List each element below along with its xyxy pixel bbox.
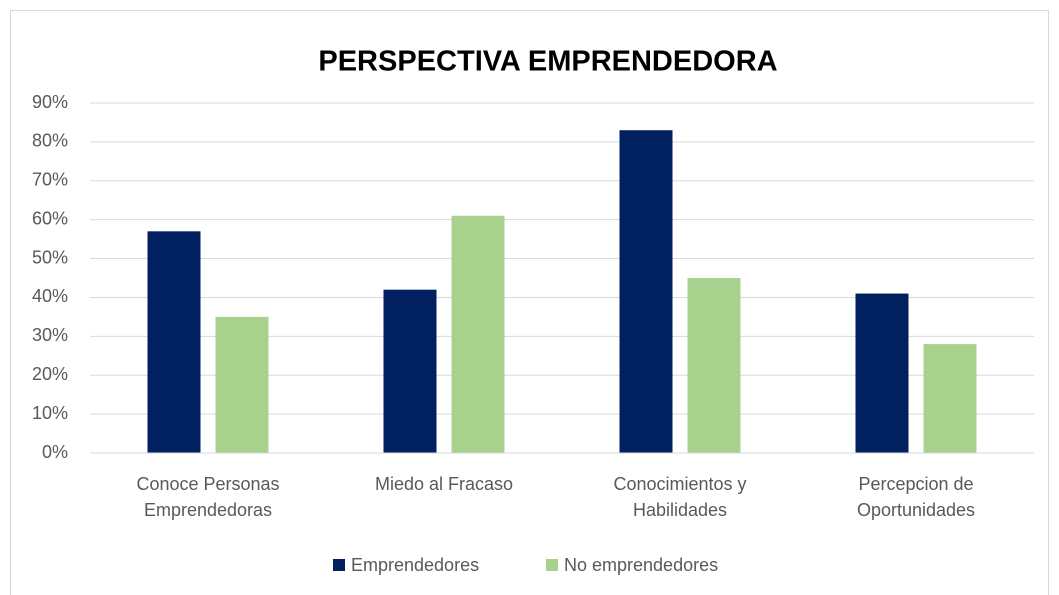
y-tick-label: 80% [32,131,68,151]
x-tick-label: Conoce Personas Emprendedoras [136,474,280,520]
y-tick-label: 30% [32,325,68,345]
bar [147,231,201,453]
x-tick-label: Conocimientos y Habilidades [613,474,747,520]
y-tick-label: 10% [32,403,68,423]
y-tick-label: 50% [32,247,68,267]
legend-label: Emprendedores [351,555,479,575]
x-tick-label: Miedo al Fracaso [374,474,514,494]
bar [923,344,977,453]
x-tick-label: Percepcion de Oportunidades [856,474,976,520]
legend-label: No emprendedores [564,555,718,575]
y-tick-label: 40% [32,286,68,306]
bar [619,130,673,453]
bar [215,316,269,453]
legend-swatch [333,559,345,571]
bar [451,215,505,453]
legend-swatch [546,559,558,571]
chart-title: PERSPECTIVA EMPRENDEDORA [318,46,777,78]
bar [383,289,437,453]
chart-border [10,10,1049,595]
bar [855,293,909,453]
y-tick-label: 90% [32,92,68,112]
y-tick-label: 20% [32,364,68,384]
bar [687,278,741,453]
y-tick-label: 0% [42,442,68,462]
y-tick-label: 70% [32,170,68,190]
y-tick-label: 60% [32,208,68,228]
